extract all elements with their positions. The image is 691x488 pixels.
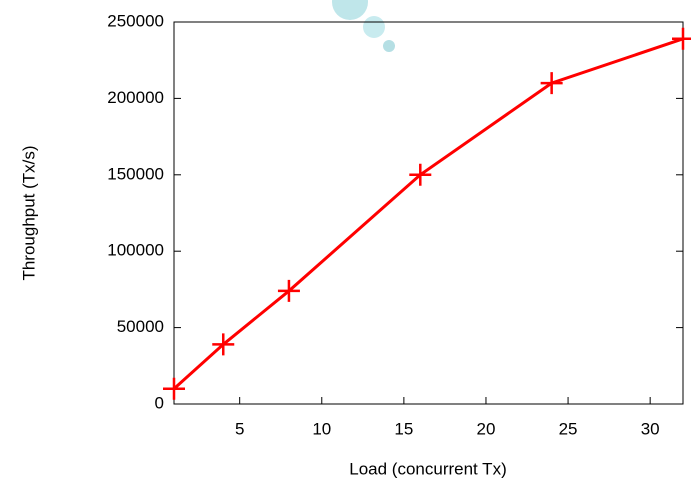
point-marker [540, 72, 563, 95]
x-tick-label: 5 [235, 419, 244, 438]
decoration [363, 16, 385, 38]
x-axis-label: Load (concurrent Tx) [349, 459, 506, 478]
decoration [332, 0, 368, 20]
x-tick-label: 20 [477, 419, 496, 438]
point-marker [212, 333, 235, 356]
plot-frame [173, 21, 684, 405]
x-tick-label: 30 [641, 419, 660, 438]
y-tick-label: 150000 [107, 164, 164, 183]
series-line [172, 37, 684, 390]
y-tick-label: 50000 [117, 317, 164, 336]
point-marker [277, 279, 300, 302]
y-tick-label: 200000 [107, 88, 164, 107]
y-tick-label: 100000 [107, 241, 164, 260]
y-tick-label: 250000 [107, 11, 164, 30]
point-marker [409, 163, 432, 186]
point-marker [163, 377, 185, 400]
decoration [383, 40, 395, 52]
y-axis-label: Throughput (Tx/s) [19, 145, 38, 280]
y-tick-label: 0 [155, 393, 164, 412]
x-tick-label: 25 [559, 419, 578, 438]
x-tick-label: 15 [394, 419, 413, 438]
point-marker [672, 27, 691, 50]
x-tick-label: 10 [312, 419, 331, 438]
